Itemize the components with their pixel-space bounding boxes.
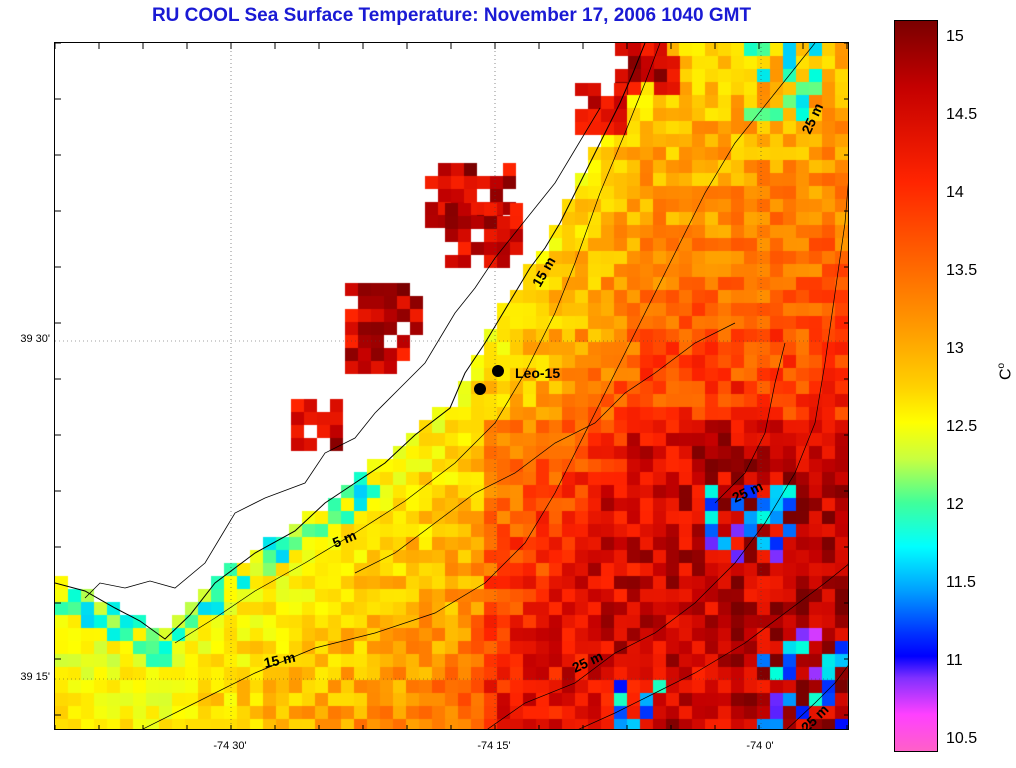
colorbar-tick-14: 14 bbox=[946, 184, 964, 201]
colorbar-tick-11: 11 bbox=[946, 652, 963, 669]
station-marker-outer[interactable] bbox=[474, 383, 486, 395]
colorbar-tick-15: 15 bbox=[946, 28, 964, 45]
colorbar-tick-14-5: 14.5 bbox=[946, 106, 978, 123]
lon-label-74-0: -74 0' bbox=[746, 740, 774, 752]
colorbar-tick-11-5: 11.5 bbox=[946, 574, 976, 591]
frame-ticks bbox=[55, 43, 848, 729]
station-marker-inner[interactable] bbox=[492, 365, 504, 377]
map-title: RU COOL Sea Surface Temperature: Novembe… bbox=[151, 5, 752, 26]
colorbar-unit: Co bbox=[996, 363, 1015, 380]
sst-map[interactable]: Leo-15 5 m 15 m 15 m 25 m 25 m 25 m 25 m bbox=[54, 42, 849, 730]
colorbar-tick-13: 13 bbox=[946, 340, 964, 357]
map-overlay: Leo-15 5 m 15 m 15 m 25 m 25 m 25 m 25 m bbox=[55, 43, 848, 729]
bathymetry-contours bbox=[142, 43, 848, 729]
contour-label-15m-north: 15 m bbox=[529, 254, 559, 290]
contour-label-25m-south: 25 m bbox=[570, 648, 606, 676]
contour-label-15m-south: 15 m bbox=[262, 649, 297, 671]
colorbar-tick-12-5: 12.5 bbox=[946, 418, 978, 435]
contour-label-25m-north: 25 m bbox=[798, 101, 826, 137]
back-bay-outline bbox=[84, 107, 601, 599]
temperature-colorbar bbox=[894, 20, 938, 752]
lat-label-39-15: 39 15' bbox=[20, 671, 50, 683]
lat-label-39-30: 39 30' bbox=[20, 333, 50, 345]
colorbar-unit-degree: o bbox=[996, 362, 1007, 369]
contour-label-5m: 5 m bbox=[330, 527, 358, 551]
colorbar-tick-10-5: 10.5 bbox=[946, 730, 978, 747]
coastline bbox=[55, 43, 646, 640]
station-markers[interactable]: Leo-15 bbox=[474, 365, 560, 395]
lon-label-74-15: -74 15' bbox=[477, 740, 511, 752]
graticule bbox=[55, 43, 848, 729]
colorbar-tick-12: 12 bbox=[946, 496, 964, 513]
sst-raster bbox=[55, 43, 848, 729]
station-label: Leo-15 bbox=[515, 365, 560, 381]
contour-label-25m-mid: 25 m bbox=[730, 478, 766, 506]
colorbar-tick-13-5: 13.5 bbox=[946, 262, 978, 279]
lon-label-74-30: -74 30' bbox=[213, 740, 247, 752]
colorbar-unit-letter: C bbox=[997, 368, 1015, 380]
